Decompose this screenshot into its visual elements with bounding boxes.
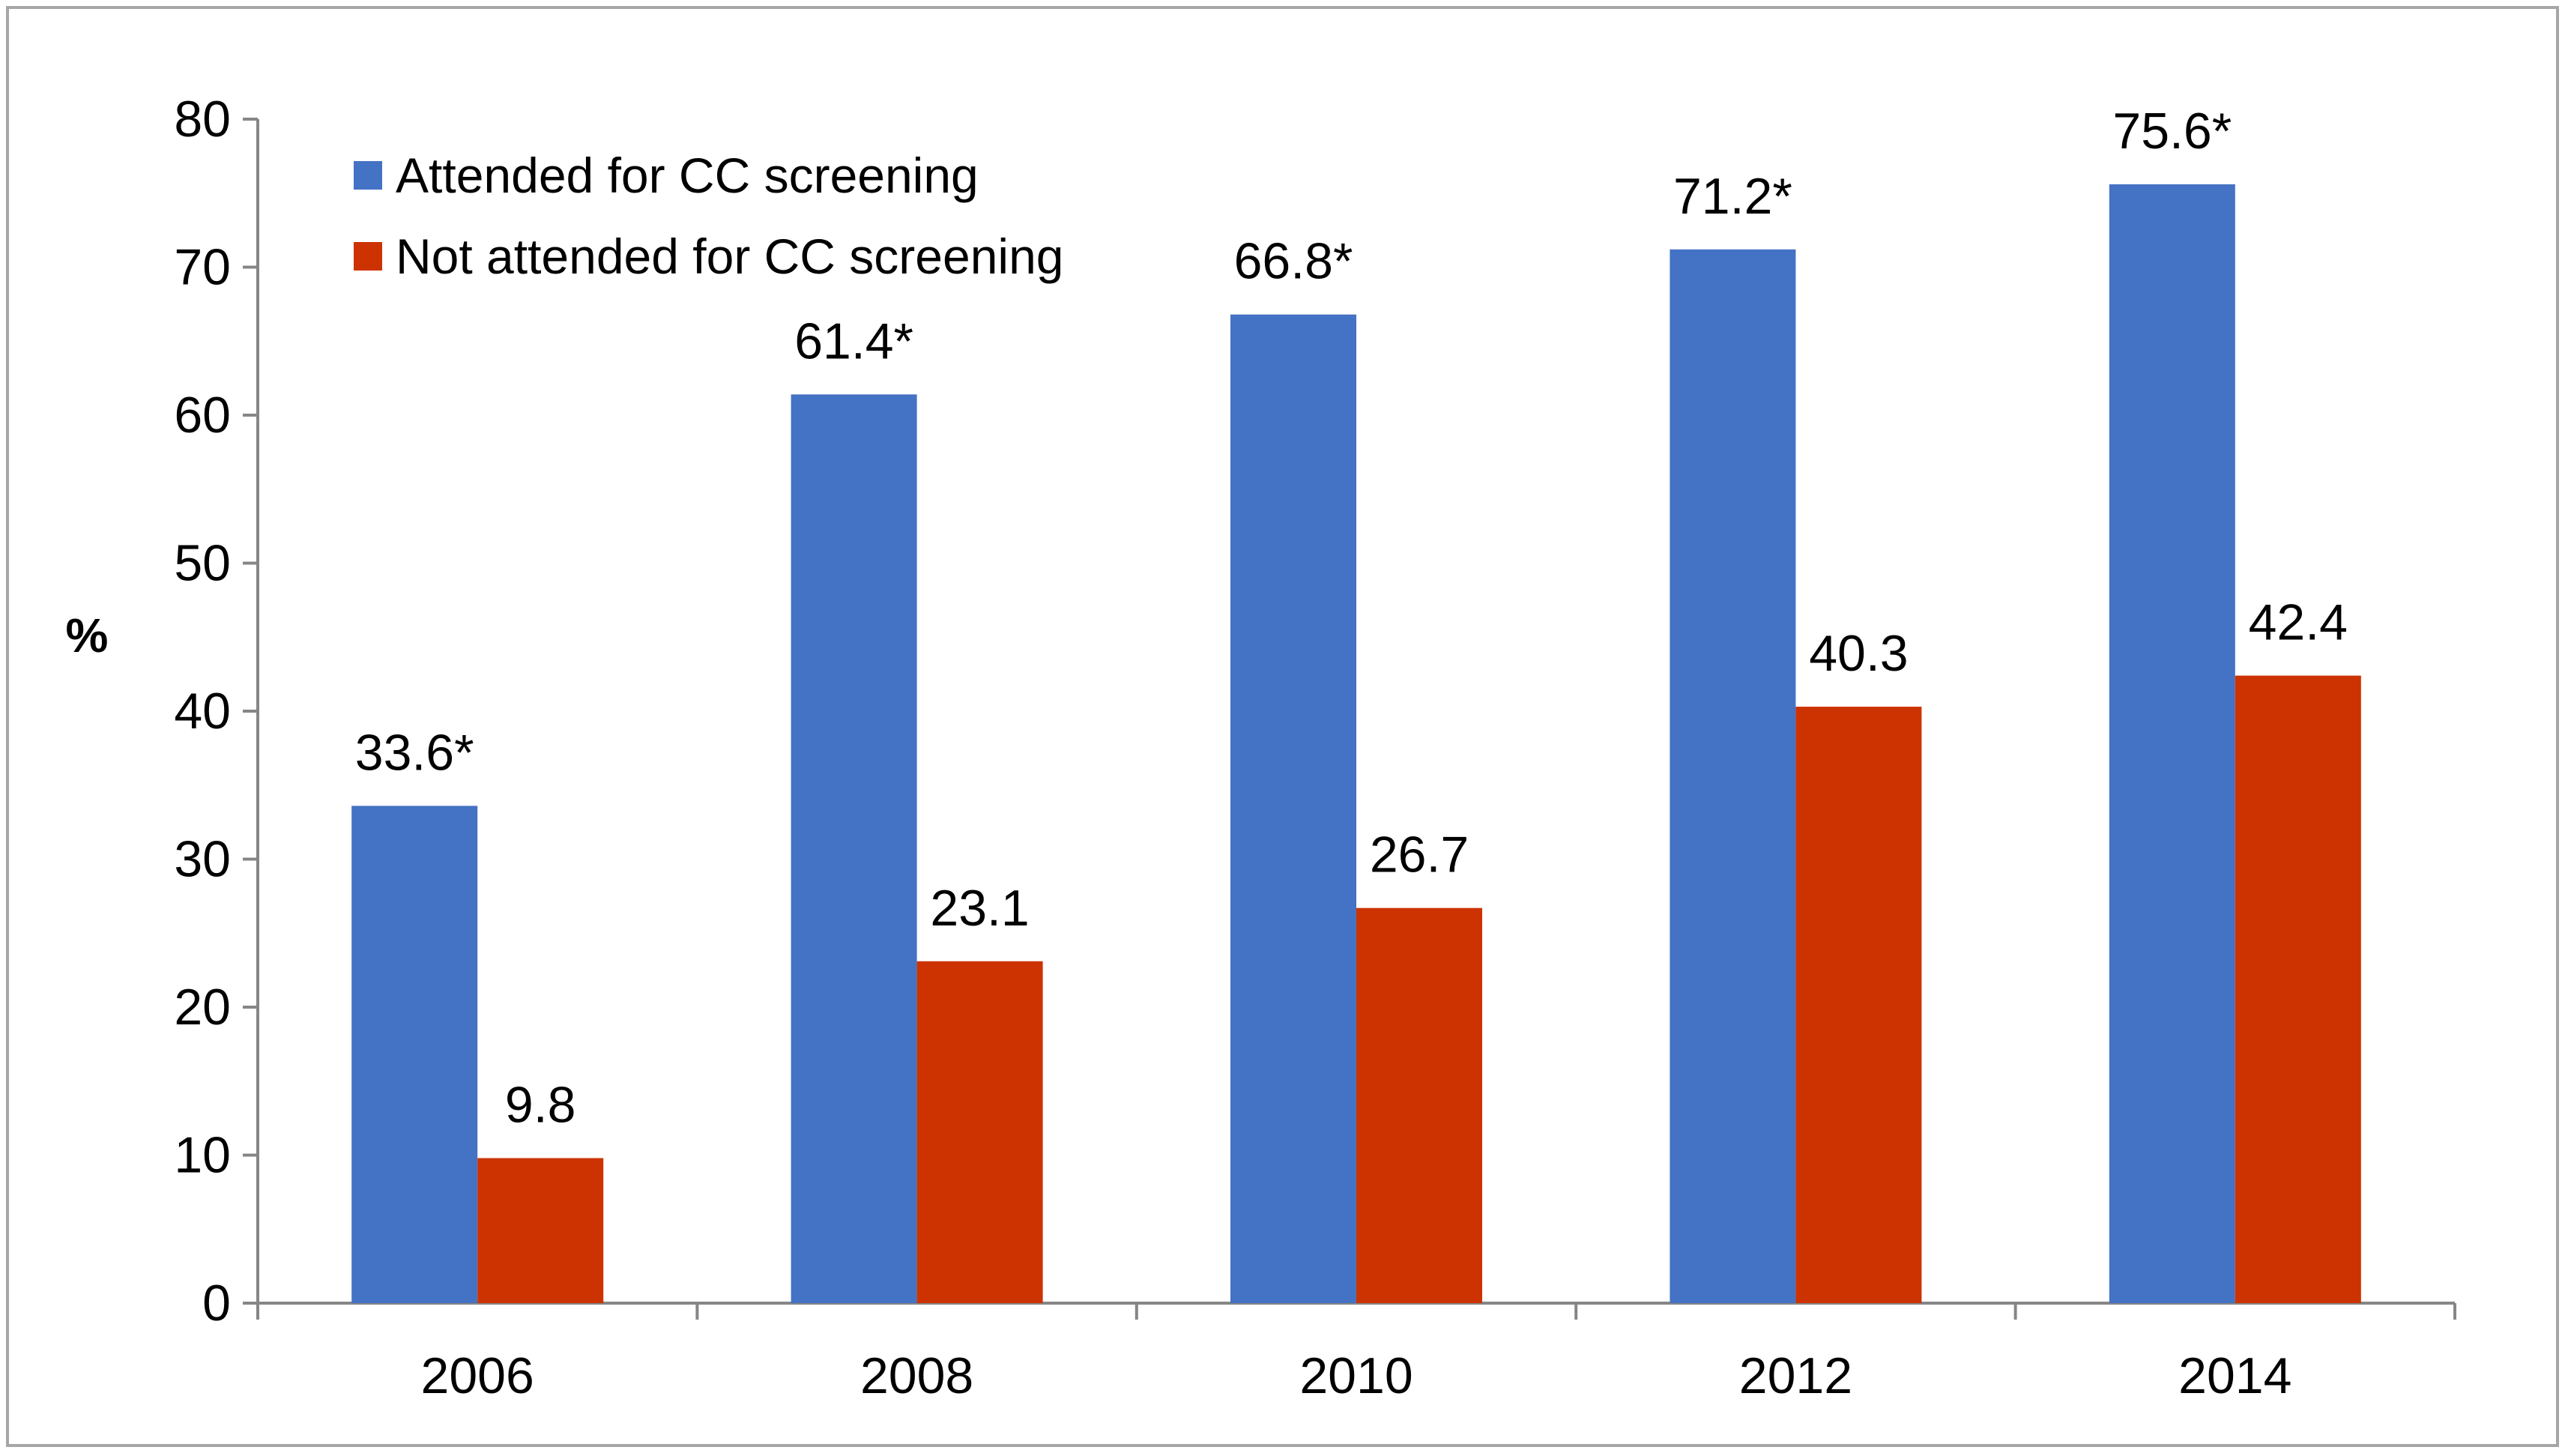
bar-attended-2010	[1230, 314, 1356, 1304]
legend-label-not-attended: Not attended for CC screening	[396, 229, 1063, 284]
bar-chart: 0 10 20 30 40 50 60 70 80 2006 2008 2010 2012 2014 33…	[66, 91, 2456, 1404]
y-tick-label: 20	[174, 979, 231, 1036]
data-label-not-attended-2008: 23.1	[930, 880, 1029, 937]
x-tick-label: 2010	[1299, 1347, 1413, 1404]
axes: 0 10 20 30 40 50 60 70 80 2006 2008 2010 2012 2014	[174, 91, 2456, 1404]
x-tick-label: 2012	[1739, 1347, 1852, 1404]
data-label-attended-2008: 61.4*	[794, 312, 913, 369]
bar-attended-2008	[791, 394, 917, 1303]
data-label-not-attended-2014: 42.4	[2249, 594, 2348, 651]
y-tick-label: 50	[174, 535, 231, 592]
data-label-not-attended-2012: 40.3	[1809, 625, 1908, 682]
bar-not-attended-2014	[2235, 675, 2361, 1303]
bar-not-attended-2010	[1356, 907, 1482, 1303]
y-axis-title: %	[66, 608, 109, 662]
legend: Attended for CC screening Not attended fo…	[354, 148, 1063, 284]
y-tick-label: 0	[202, 1275, 231, 1332]
x-tick-label: 2006	[421, 1347, 534, 1404]
y-tick-label: 60	[174, 387, 231, 444]
y-tick-label: 40	[174, 683, 231, 740]
x-tick-label: 2008	[860, 1347, 973, 1404]
y-tick-label: 10	[174, 1127, 231, 1184]
data-label-attended-2006: 33.6*	[355, 724, 474, 781]
data-label-attended-2012: 71.2*	[1673, 168, 1792, 225]
bars	[351, 184, 2361, 1304]
legend-swatch-not-attended	[354, 242, 382, 271]
bar-attended-2012	[1670, 249, 1796, 1303]
y-tick-label: 70	[174, 239, 231, 296]
bar-attended-2006	[351, 806, 478, 1303]
bar-not-attended-2008	[916, 961, 1043, 1303]
bar-not-attended-2006	[477, 1158, 604, 1303]
chart-frame: 0 10 20 30 40 50 60 70 80 2006 2008 2010 2012 2014 33…	[6, 6, 2559, 1447]
x-tick-label: 2014	[2178, 1347, 2291, 1404]
data-label-not-attended-2010: 26.7	[1370, 827, 1469, 883]
bar-not-attended-2012	[1795, 707, 1922, 1303]
y-tick-label: 30	[174, 831, 231, 888]
data-label-attended-2010: 66.8*	[1234, 233, 1353, 290]
data-labels: 33.6* 61.4* 66.8* 71.2* 75.6* 9.8 23.1 26.7 40.3…	[355, 103, 2348, 1134]
data-label-attended-2014: 75.6*	[2112, 103, 2232, 160]
legend-label-attended: Attended for CC screening	[396, 148, 979, 203]
data-label-not-attended-2006: 9.8	[505, 1076, 576, 1133]
bar-attended-2014	[2109, 184, 2235, 1303]
legend-swatch-attended	[354, 161, 382, 190]
y-tick-label: 80	[174, 91, 231, 148]
